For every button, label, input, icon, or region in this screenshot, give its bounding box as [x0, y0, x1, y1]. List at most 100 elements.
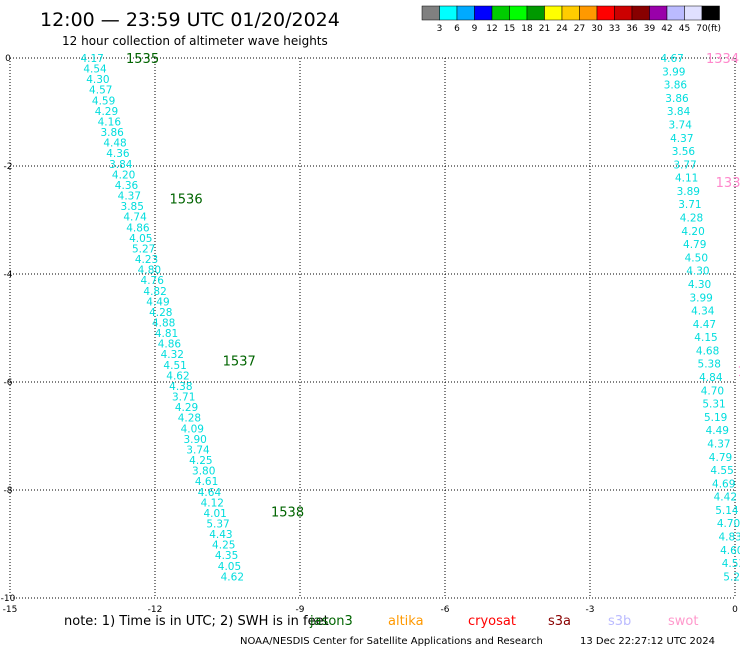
wave-height-value: 4.83	[718, 532, 740, 544]
wave-height-value: 4.88	[152, 317, 175, 329]
colorbar-label: 15	[504, 24, 515, 34]
wave-height-value: 4.37	[118, 191, 141, 203]
x-tick-label: -15	[3, 605, 18, 615]
wave-height-value: 3.86	[100, 127, 124, 139]
colorbar-label: 6	[454, 24, 460, 34]
satellite-legend: jason3 altika cryosat s3a s3b swot	[309, 614, 698, 629]
satellite-legend-item: jason3	[309, 614, 353, 629]
wave-height-value: 4.30	[688, 279, 711, 291]
wave-height-value: 4.42	[714, 492, 737, 504]
wave-height-value: 4.74	[123, 212, 147, 224]
wave-height-value: 4.05	[129, 233, 152, 245]
satellite-legend-item: swot	[668, 614, 698, 629]
colorbar-label: 42	[661, 24, 672, 34]
satellite-legend-item: s3a	[548, 614, 571, 629]
wave-height-value: 4.69	[712, 478, 735, 490]
y-tick-label: -10	[1, 594, 16, 604]
wave-height-value: 4.70	[717, 518, 740, 530]
wave-height-value: 4.62	[166, 370, 189, 382]
wave-height-value: 4.47	[693, 319, 716, 331]
wave-height-value: 5.14	[715, 505, 739, 517]
plot-area: 4.174.544.304.574.594.294.163.864.484.36…	[80, 52, 740, 583]
wave-height-value: 4.51	[163, 360, 186, 372]
wave-height-value: 5.37	[206, 519, 229, 531]
satellite-legend-item: cryosat	[468, 614, 516, 629]
wave-height-value: 4.68	[696, 345, 719, 357]
colorbar-label: 21	[539, 24, 550, 34]
wave-height-value: 4.86	[158, 339, 182, 351]
colorbar-legend: 3 6 9 12 15 18 21 24 27 30 33 36 39 42 45 70 (ft)	[421, 5, 721, 34]
colorbar-label: 27	[574, 24, 585, 34]
colorbar-swatch	[614, 5, 633, 21]
x-tick-label: -9	[296, 605, 305, 615]
colorbar-label: 36	[626, 24, 638, 34]
wave-height-value: 3.99	[689, 292, 712, 304]
pass-label: 1334	[706, 52, 739, 67]
y-tick-label: -2	[4, 162, 13, 172]
footer-credit: NOAA/NESDIS Center for Satellite Applica…	[240, 636, 543, 647]
wave-height-value: 4.37	[670, 133, 693, 145]
chart-grid	[9, 57, 736, 599]
colorbar-swatch	[421, 5, 440, 21]
colorbar-swatch	[701, 5, 720, 21]
y-tick-label: -4	[4, 270, 13, 280]
wave-height-value: 4.11	[675, 173, 698, 185]
wave-height-value: 4.32	[161, 349, 184, 361]
wave-height-value: 5.19	[704, 412, 727, 424]
wave-height-value: 4.48	[103, 138, 126, 150]
wave-height-value: 4.79	[709, 452, 732, 464]
wave-height-value: 4.29	[175, 402, 198, 414]
pass-label: 1538	[271, 506, 304, 521]
wave-height-value: 3.56	[672, 146, 696, 158]
chart-subtitle: 12 hour collection of altimeter wave hei…	[62, 34, 328, 48]
wave-height-value: 4.30	[86, 74, 109, 86]
wave-height-value: 4.29	[95, 106, 118, 118]
colorbar-swatch	[439, 5, 458, 21]
pass-label: 1537	[223, 354, 256, 369]
wave-height-value: 4.38	[169, 381, 192, 393]
satellite-legend-item: s3b	[608, 614, 631, 629]
wave-height-value: 4.20	[112, 169, 135, 181]
wave-height-value: 5.38	[698, 359, 721, 371]
note-text: note: 1) Time is in UTC; 2) SWH is in fe…	[64, 614, 329, 629]
wave-height-value: 3.84	[667, 106, 691, 118]
wave-height-value: 4.05	[218, 561, 241, 573]
wave-height-value: 4.55	[710, 465, 733, 477]
wave-height-value: 4.01	[203, 508, 226, 520]
wave-height-value: 4.30	[686, 266, 709, 278]
wave-height-value: 4.79	[683, 239, 706, 251]
y-tick-label: 0	[5, 54, 11, 64]
x-tick-label: -3	[586, 605, 595, 615]
colorbar-swatch	[561, 5, 580, 21]
wave-height-value: 3.85	[121, 201, 144, 213]
wave-height-value: 4.23	[135, 254, 158, 266]
colorbar-label: 30	[591, 24, 603, 34]
x-tick-label: -12	[148, 605, 163, 615]
wave-height-value: 4.25	[189, 455, 212, 467]
colorbar-label: 18	[521, 24, 533, 34]
wave-height-value: 3.86	[665, 93, 689, 105]
wave-height-value: 4.64	[198, 487, 222, 499]
colorbar-swatch	[631, 5, 650, 21]
wave-height-value: 4.25	[212, 540, 235, 552]
colorbar-label: 45	[679, 24, 690, 34]
wave-height-value: 4.82	[143, 286, 166, 298]
wave-height-value: 3.77	[673, 159, 696, 171]
wave-height-value: 3.84	[109, 159, 133, 171]
colorbar-swatch	[544, 5, 563, 21]
wave-height-value: 5.31	[702, 399, 725, 411]
colorbar-swatch	[456, 5, 475, 21]
colorbar-swatch	[579, 5, 598, 21]
colorbar-label: 33	[609, 24, 620, 34]
colorbar-label: 39	[644, 24, 656, 34]
chart-title: 12:00 — 23:59 UTC 01/20/2024	[40, 9, 340, 31]
x-tick-label: -6	[441, 605, 450, 615]
wave-height-value: 3.74	[669, 119, 693, 131]
wave-height-value: 4.49	[146, 296, 169, 308]
wave-height-value: 4.28	[149, 307, 172, 319]
wave-height-value: 3.99	[662, 66, 685, 78]
wave-height-value: 4.43	[209, 529, 232, 541]
wave-height-value: 4.20	[681, 226, 704, 238]
wave-height-value: 3.71	[678, 199, 701, 211]
